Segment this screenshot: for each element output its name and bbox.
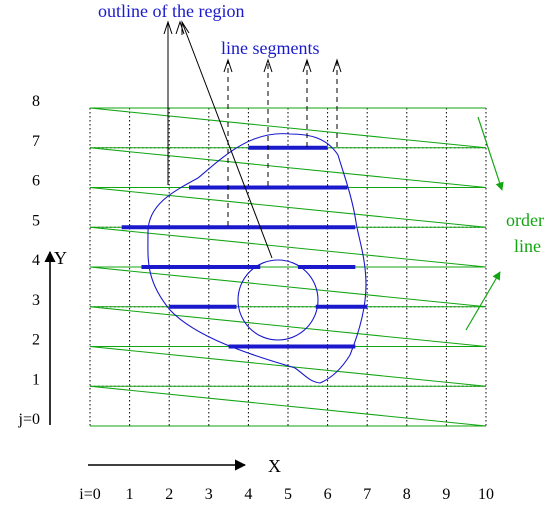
i-tick-labels: i=0 1 2 3 4 5 6 7 8 9 10 bbox=[79, 486, 494, 503]
i-tick-4: 4 bbox=[244, 486, 252, 503]
order-arrow-down bbox=[477, 116, 504, 191]
i-tick-0: i=0 bbox=[79, 486, 100, 503]
y-axis-label: Y bbox=[54, 248, 67, 268]
dotted-grid bbox=[89, 107, 487, 427]
j-tick-8: 8 bbox=[32, 93, 40, 110]
j-tick-7: 7 bbox=[32, 133, 40, 150]
outline-label: outline of the region bbox=[98, 1, 244, 21]
order-diag-5 bbox=[89, 226, 487, 268]
region-outline bbox=[147, 133, 367, 384]
x-axis-label: X bbox=[268, 456, 281, 476]
region-hole bbox=[237, 259, 319, 341]
order-diag-4 bbox=[89, 266, 487, 308]
i-tick-5: 5 bbox=[284, 486, 292, 503]
segments-label: line segments bbox=[221, 38, 319, 58]
i-tick-9: 9 bbox=[442, 486, 450, 503]
i-tick-2: 2 bbox=[165, 486, 173, 503]
order-diag-6 bbox=[89, 187, 487, 228]
i-tick-3: 3 bbox=[205, 486, 213, 503]
j-tick-1: 1 bbox=[32, 371, 40, 388]
j-tick-labels: j=0 1 2 3 4 5 6 7 8 bbox=[18, 93, 40, 428]
order-diag-1 bbox=[89, 385, 487, 427]
i-tick-6: 6 bbox=[324, 486, 332, 503]
order-diag-7 bbox=[89, 147, 487, 188]
order-arrow-up bbox=[465, 271, 501, 331]
i-tick-8: 8 bbox=[403, 486, 411, 503]
line-segments bbox=[121, 145, 368, 349]
order-diag-3 bbox=[89, 306, 487, 347]
j-tick-2: 2 bbox=[32, 332, 40, 349]
i-tick-7: 7 bbox=[363, 486, 371, 503]
j-tick-4: 4 bbox=[32, 252, 40, 269]
j-tick-3: 3 bbox=[32, 292, 40, 309]
i-tick-1: 1 bbox=[126, 486, 134, 503]
j-tick-0: j=0 bbox=[18, 411, 40, 428]
segment-leaders bbox=[223, 58, 342, 226]
j-tick-5: 5 bbox=[32, 212, 40, 229]
j-tick-6: 6 bbox=[32, 173, 40, 190]
order-diag-8 bbox=[89, 107, 487, 149]
order-label-line1: order bbox=[506, 210, 544, 230]
outline-leaders bbox=[163, 20, 273, 259]
i-tick-10: 10 bbox=[478, 486, 494, 503]
order-label-line2: line bbox=[514, 236, 541, 256]
